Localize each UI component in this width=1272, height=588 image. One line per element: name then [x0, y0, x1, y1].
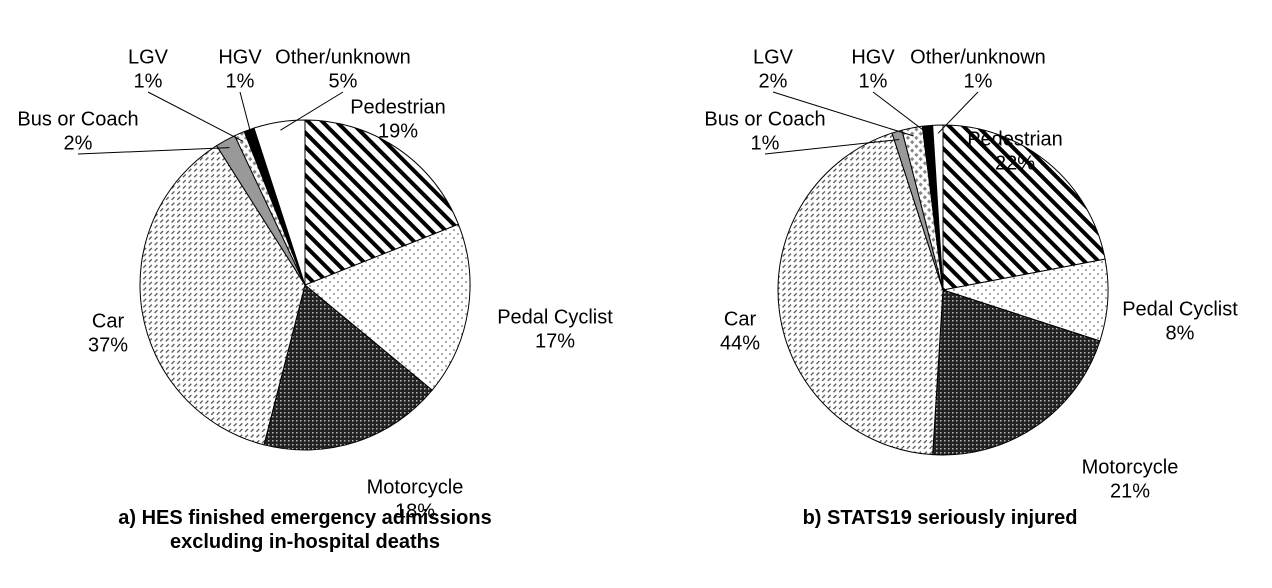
- value-label: 8%: [1166, 322, 1195, 344]
- slice-label: Bus or Coach: [704, 108, 825, 130]
- pie-slice: [932, 289, 1101, 456]
- slice-label: Car: [92, 310, 125, 332]
- leader-line: [872, 91, 929, 135]
- value-label: 19%: [378, 120, 418, 142]
- value-label: 1%: [751, 132, 780, 154]
- slice-label: Other/unknown: [910, 46, 1046, 68]
- leader-line: [239, 91, 253, 138]
- slice-label: LGV: [753, 46, 794, 68]
- slice-label: Pedal Cyclist: [1122, 298, 1238, 320]
- chart-title: b) STATS19 seriously injured: [802, 507, 1078, 529]
- value-label: 1%: [859, 70, 888, 92]
- pie-slice: [942, 124, 1106, 291]
- slice-label: Pedal Cyclist: [497, 306, 613, 328]
- value-label: 37%: [88, 334, 128, 356]
- slice-label: Pedestrian: [350, 96, 446, 118]
- value-label: 1%: [226, 70, 255, 92]
- leader-line: [937, 91, 979, 134]
- leader-line: [77, 147, 230, 155]
- pie-slice: [304, 223, 471, 391]
- value-label: 18%: [395, 500, 435, 522]
- slice-label: Motorcycle: [1082, 456, 1179, 478]
- slice-label: Bus or Coach: [17, 108, 138, 130]
- chart-title: a) HES finished emergency admissions exc…: [118, 507, 492, 553]
- leader-line: [772, 91, 914, 137]
- value-label: 1%: [134, 70, 163, 92]
- leader-line: [147, 91, 243, 142]
- pie-slice: [304, 119, 460, 286]
- slice-label: HGV: [218, 46, 262, 68]
- value-label: 22%: [995, 152, 1035, 174]
- value-label: 44%: [720, 332, 760, 354]
- value-label: 17%: [535, 330, 575, 352]
- pie-slice: [263, 284, 433, 451]
- value-label: 2%: [64, 132, 93, 154]
- slice-label: Other/unknown: [275, 46, 411, 68]
- slice-label: Pedestrian: [967, 128, 1063, 150]
- value-label: 5%: [329, 70, 358, 92]
- slice-label: LGV: [128, 46, 169, 68]
- leader-line: [764, 138, 900, 155]
- slice-label: HGV: [851, 46, 895, 68]
- leader-line: [280, 91, 344, 131]
- value-label: 1%: [964, 70, 993, 92]
- slice-label: Car: [724, 308, 757, 330]
- value-label: 2%: [759, 70, 788, 92]
- pie-slice: [932, 124, 944, 291]
- slice-label: Motorcycle: [367, 476, 464, 498]
- pie-slice: [253, 119, 306, 286]
- pie-slice: [777, 132, 944, 456]
- value-label: 21%: [1110, 480, 1150, 502]
